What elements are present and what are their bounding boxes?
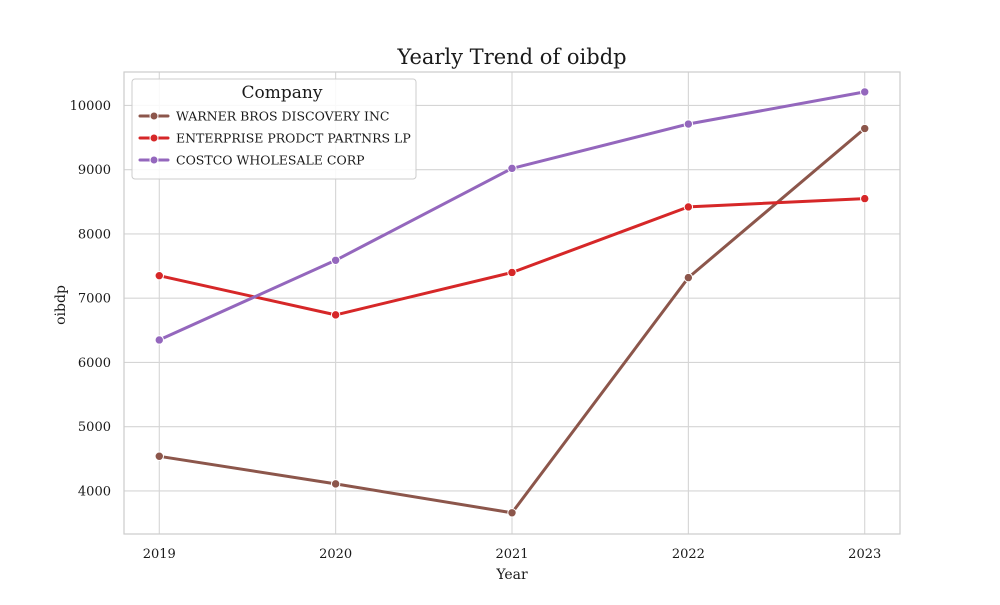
data-point	[330, 479, 341, 489]
y-tick-label: 7000	[78, 292, 111, 307]
data-point	[860, 87, 870, 97]
data-point	[507, 508, 517, 518]
legend-swatch-marker	[149, 111, 159, 121]
data-point	[507, 163, 517, 174]
x-tick-label: 2021	[495, 547, 528, 562]
series-group	[154, 193, 870, 320]
x-tick-label: 2023	[848, 547, 881, 562]
y-tick-label: 6000	[78, 356, 111, 371]
data-point	[330, 255, 341, 265]
legend-title: Company	[242, 83, 323, 103]
legend-box	[131, 78, 417, 180]
data-point	[860, 123, 870, 134]
series-group	[154, 87, 870, 345]
chart-title: Yearly Trend of oibdp	[396, 45, 626, 69]
y-tick-label: 5000	[78, 420, 111, 435]
y-tick-label: 4000	[78, 484, 111, 499]
data-point	[683, 119, 694, 129]
y-axis-label: oibdp	[53, 285, 69, 325]
data-point	[507, 267, 517, 278]
x-axis-label: Year	[495, 567, 528, 583]
x-tick-label: 2020	[319, 547, 352, 562]
data-point	[330, 310, 341, 320]
axis-ticks: 2019 2020 2021 2022 2023 4000 5000 6000 7000 8000…	[70, 99, 882, 562]
data-point	[860, 193, 870, 204]
legend-swatch-marker	[149, 133, 159, 143]
series-layer	[154, 87, 870, 518]
data-point	[154, 270, 164, 281]
data-point	[683, 202, 694, 212]
legend-label: COSTCO WHOLESALE CORP	[176, 153, 365, 168]
legend: Company WARNER BROS DISCOVERY INC ENTERPRI…	[131, 78, 417, 180]
x-tick-label: 2019	[143, 547, 176, 562]
legend-label: ENTERPRISE PRODCT PARTNRS LP	[176, 131, 411, 146]
plot-frame	[123, 71, 901, 535]
series-group	[154, 123, 870, 518]
data-point	[154, 335, 164, 345]
y-tick-label: 8000	[78, 227, 111, 242]
y-tick-label: 9000	[78, 163, 111, 178]
data-point	[683, 272, 694, 283]
x-tick-label: 2022	[672, 547, 705, 562]
y-tick-label: 10000	[70, 99, 111, 114]
legend-swatch-marker	[149, 155, 159, 165]
legend-label: WARNER BROS DISCOVERY INC	[176, 109, 389, 124]
data-point	[154, 451, 164, 461]
